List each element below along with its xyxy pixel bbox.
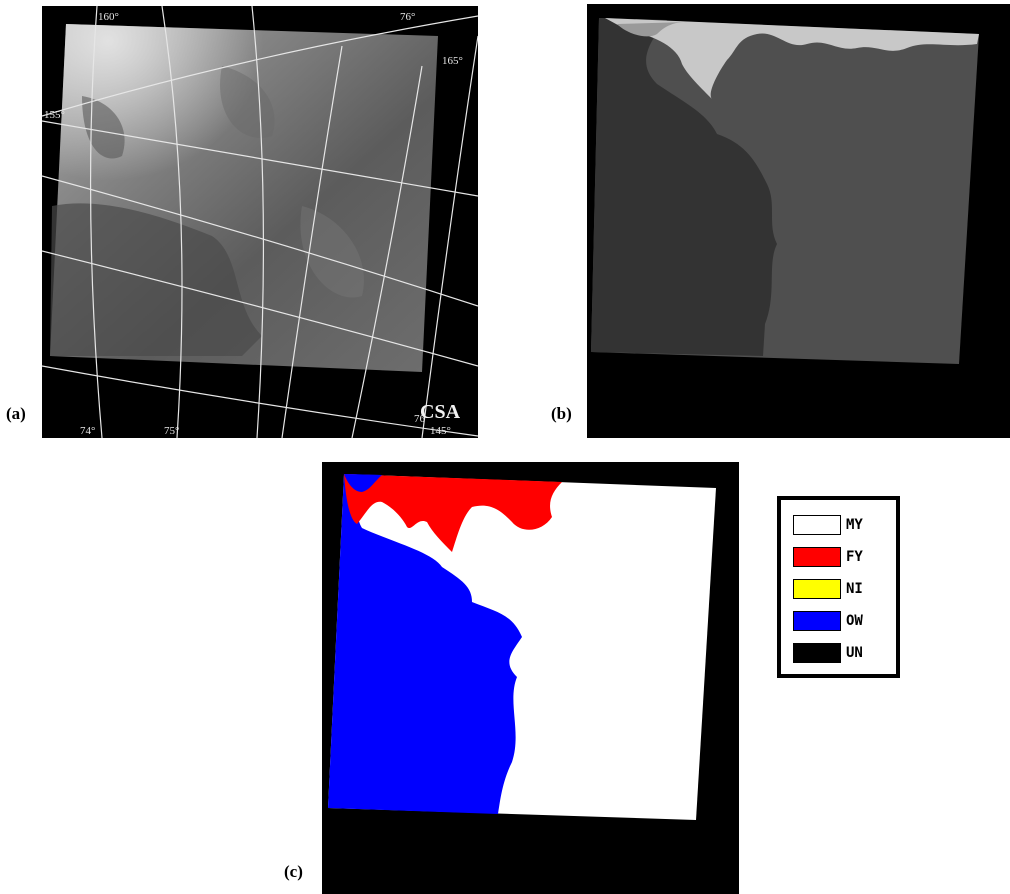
panel-b-label: (b)	[551, 404, 572, 423]
panel-a-sar-image: 160° 76° 165° 155° 74° 75° 145° 76 CSA	[42, 6, 478, 438]
grid-label-160: 160°	[98, 11, 119, 23]
legend-item-my: MY	[793, 514, 863, 536]
panel-a-label: (a)	[6, 404, 26, 423]
grid-label-165: 165°	[442, 55, 463, 67]
legend-swatch-ow	[793, 611, 841, 631]
panel-c-label: (c)	[284, 862, 303, 881]
legend-item-un: UN	[793, 642, 863, 664]
legend-swatch-fy	[793, 547, 841, 567]
grid-label-155: 155°	[44, 109, 65, 121]
legend-swatch-ni	[793, 579, 841, 599]
legend-label-un: UN	[846, 645, 863, 661]
legend-label-ni: NI	[846, 581, 863, 597]
grid-label-145: 145°	[430, 425, 451, 437]
grid-label-75: 75°	[164, 425, 179, 437]
grid-label-76b: 76	[414, 413, 426, 425]
grid-label-76: 76°	[400, 11, 415, 23]
legend-item-ow: OW	[793, 610, 863, 632]
class-legend: MY FY NI OW UN	[777, 496, 900, 678]
panel-b-segmentation	[587, 4, 1010, 438]
legend-label-fy: FY	[846, 549, 863, 565]
panel-c-classification	[322, 462, 739, 894]
legend-label-ow: OW	[846, 613, 863, 629]
grid-label-74: 74°	[80, 425, 95, 437]
lat-lon-grid	[42, 6, 478, 438]
legend-item-fy: FY	[793, 546, 863, 568]
legend-swatch-my	[793, 515, 841, 535]
legend-item-ni: NI	[793, 578, 863, 600]
legend-label-my: MY	[846, 517, 863, 533]
legend-swatch-un	[793, 643, 841, 663]
csa-watermark: CSA	[420, 401, 461, 423]
